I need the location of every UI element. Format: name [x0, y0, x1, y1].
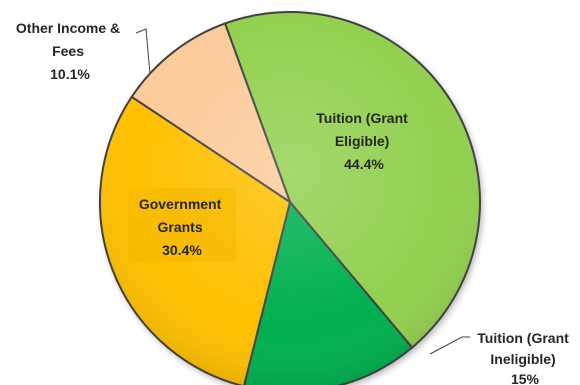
label-tuition-eligible-line1: Tuition (Grant	[316, 110, 408, 126]
leader-line-other-income	[135, 28, 151, 75]
label-other-income-line2: Fees	[52, 43, 84, 59]
label-tuition-eligible-line2: Eligible)	[335, 133, 389, 149]
label-tuition-ineligible: Tuition (Grant Ineligible) 15%	[477, 330, 572, 385]
label-other-income-value: 10.1%	[50, 66, 90, 82]
label-government-grants: Government Grants 30.4%	[139, 196, 225, 258]
leader-line-tuition-ineligible	[429, 336, 470, 355]
government-grants-label-box	[128, 188, 236, 262]
label-tuition-ineligible-line1: Tuition (Grant	[477, 330, 569, 346]
label-government-grants-value: 30.4%	[162, 242, 202, 258]
label-other-income: Other Income & Fees 10.1%	[16, 20, 124, 82]
label-tuition-ineligible-value: 15%	[511, 371, 540, 385]
label-other-income-line1: Other Income &	[16, 20, 120, 36]
label-government-grants-line1: Government	[139, 196, 222, 212]
label-tuition-ineligible-line2: Ineligible)	[490, 351, 555, 367]
label-tuition-eligible: Tuition (Grant Eligible) 44.4%	[316, 110, 411, 172]
label-government-grants-line2: Grants	[157, 219, 202, 235]
label-tuition-eligible-value: 44.4%	[344, 156, 384, 172]
